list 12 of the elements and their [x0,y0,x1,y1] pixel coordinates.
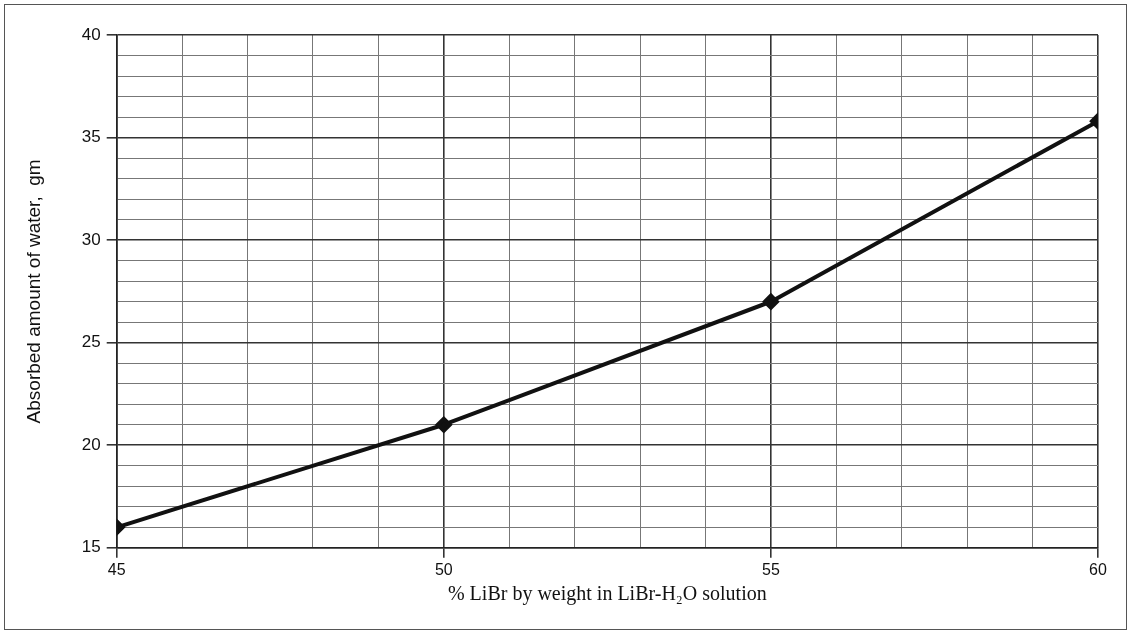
x-axis-title: % LiBr by weight in LiBr-H₂O solution [447,582,767,606]
x-tick-label: 55 [762,560,780,578]
y-axis-title: Absorbed amount of water, gm [22,159,44,424]
y-tick-label: 20 [81,434,101,454]
y-tick-label: 40 [81,24,101,44]
y-tick-label: 30 [81,229,101,249]
x-tick-label: 60 [1089,560,1107,578]
x-tick-label: 45 [107,560,126,578]
y-tick-label: 25 [81,332,101,352]
y-tick-label: 35 [81,127,101,147]
x-tick-label: 50 [434,560,453,578]
y-tick-label: 15 [81,537,101,557]
